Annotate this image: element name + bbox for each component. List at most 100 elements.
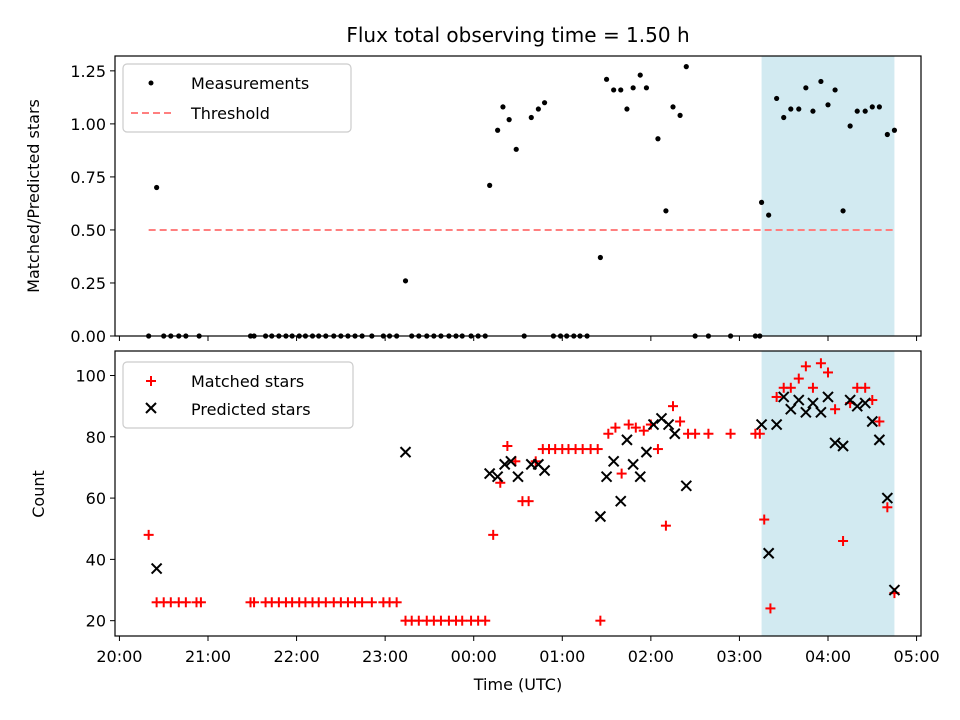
top-highlight-span <box>761 56 895 336</box>
chart-title: Flux total observing time = 1.50 h <box>346 23 689 47</box>
measurement-point <box>500 104 506 110</box>
measurement-point <box>535 106 541 112</box>
predicted-star-point <box>793 394 805 406</box>
x-tick-label: 01:00 <box>539 647 585 666</box>
measurement-point <box>402 278 409 284</box>
matched-star-point <box>874 416 885 427</box>
top-y-tick-label: 0.00 <box>70 327 106 346</box>
matched-star-point <box>675 416 686 427</box>
measurement-point <box>758 199 765 205</box>
predicted-legend-marker <box>145 402 157 414</box>
predicted-star-point <box>600 470 613 483</box>
matched-star-point <box>480 615 491 626</box>
measurement-point <box>624 106 630 112</box>
measurements-legend-marker <box>148 80 154 86</box>
top-legend-box <box>122 63 352 133</box>
top-y-tick-label: 0.75 <box>70 168 106 187</box>
measurement-point <box>876 104 882 110</box>
measurement-point <box>603 76 610 82</box>
predicted-star-point <box>634 470 646 483</box>
predicted-star-point <box>647 418 660 431</box>
matched-star-point <box>488 529 499 540</box>
predicted-star-point <box>662 418 675 431</box>
measurement-point <box>597 254 603 261</box>
x-tick-label: 04:00 <box>805 647 851 666</box>
predicted-star-point <box>491 470 504 483</box>
matched-star-point <box>623 419 634 430</box>
matched-star-point <box>800 361 811 372</box>
predicted-star-point <box>594 510 607 523</box>
measurement-point <box>862 108 868 114</box>
measurement-point <box>611 87 617 93</box>
predicted-star-point <box>829 437 841 449</box>
predicted-star-point <box>538 464 551 477</box>
matched-star-point <box>366 597 377 608</box>
legend-threshold: Threshold <box>190 104 270 123</box>
predicted-star-point <box>621 434 633 446</box>
predicted-star-point <box>627 458 639 471</box>
matched-star-point <box>882 502 893 513</box>
measurement-point <box>810 108 816 114</box>
x-tick-label: 02:00 <box>628 647 674 666</box>
measurement-point <box>869 104 875 110</box>
measurement-point <box>840 208 846 214</box>
matched-star-point <box>793 373 804 384</box>
predicted-star-point <box>669 428 681 440</box>
matched-star-point <box>195 597 206 608</box>
measurement-point <box>643 85 650 91</box>
measurement-point <box>854 108 860 114</box>
x-tick-label: 22:00 <box>274 647 320 666</box>
matched-star-point <box>391 597 402 608</box>
predicted-star-point <box>881 492 894 504</box>
matched-star-point <box>180 597 191 608</box>
predicted-star-point <box>680 480 692 492</box>
predicted-star-point <box>837 440 849 452</box>
top-y-tick-label: 0.50 <box>70 221 106 240</box>
bottom-legend: Matched stars Predicted stars <box>122 361 354 429</box>
measurement-point <box>670 104 676 110</box>
predicted-star-point <box>150 562 163 575</box>
bottom-axes-frame <box>114 350 922 637</box>
matched-star-point <box>703 428 714 439</box>
predicted-star-point <box>800 406 812 418</box>
predicted-star-point <box>859 397 871 409</box>
matched-star-point <box>830 404 841 415</box>
predicted-star-point <box>866 415 878 428</box>
matched-star-point <box>523 496 534 507</box>
measurement-point <box>803 85 809 91</box>
measurement-point <box>884 131 890 138</box>
matched-star-point <box>603 428 614 439</box>
measurement-point <box>766 212 772 218</box>
x-tick-label: 05:00 <box>894 647 940 666</box>
bottom-legend-box <box>122 361 354 429</box>
predicted-star-point <box>807 397 819 409</box>
predicted-star-point <box>851 400 863 412</box>
matched-star-point <box>807 382 818 393</box>
matched-star-point <box>823 367 833 378</box>
measurement-point <box>847 123 853 129</box>
matched-star-point <box>785 382 796 393</box>
predicted-star-point <box>815 406 827 418</box>
matched-star-point <box>249 597 260 608</box>
top-y-tick-label: 1.25 <box>70 62 106 81</box>
predicted-star-point <box>483 467 496 480</box>
measurement-point <box>781 114 787 121</box>
matched-star-point <box>725 428 736 439</box>
measurement-point <box>796 106 802 112</box>
predicted-star-point <box>512 470 524 483</box>
measurement-point <box>487 182 493 188</box>
top-panel: 0.00 0.25 0.50 0.75 1.00 1.25 Matched/Predict… <box>24 55 922 346</box>
matched-star-point <box>595 615 606 626</box>
predicted-star-point <box>822 391 834 403</box>
predicted-star-point <box>505 455 517 468</box>
measurement-point <box>630 85 636 91</box>
measurement-point <box>541 100 548 106</box>
measurement-point <box>513 146 519 152</box>
matched-star-point <box>592 444 603 455</box>
matched-star-point <box>771 391 782 402</box>
matched-star-point <box>143 529 154 540</box>
matched-star-point <box>815 358 826 369</box>
top-axes-frame <box>114 55 922 337</box>
predicted-star-point <box>615 495 627 507</box>
